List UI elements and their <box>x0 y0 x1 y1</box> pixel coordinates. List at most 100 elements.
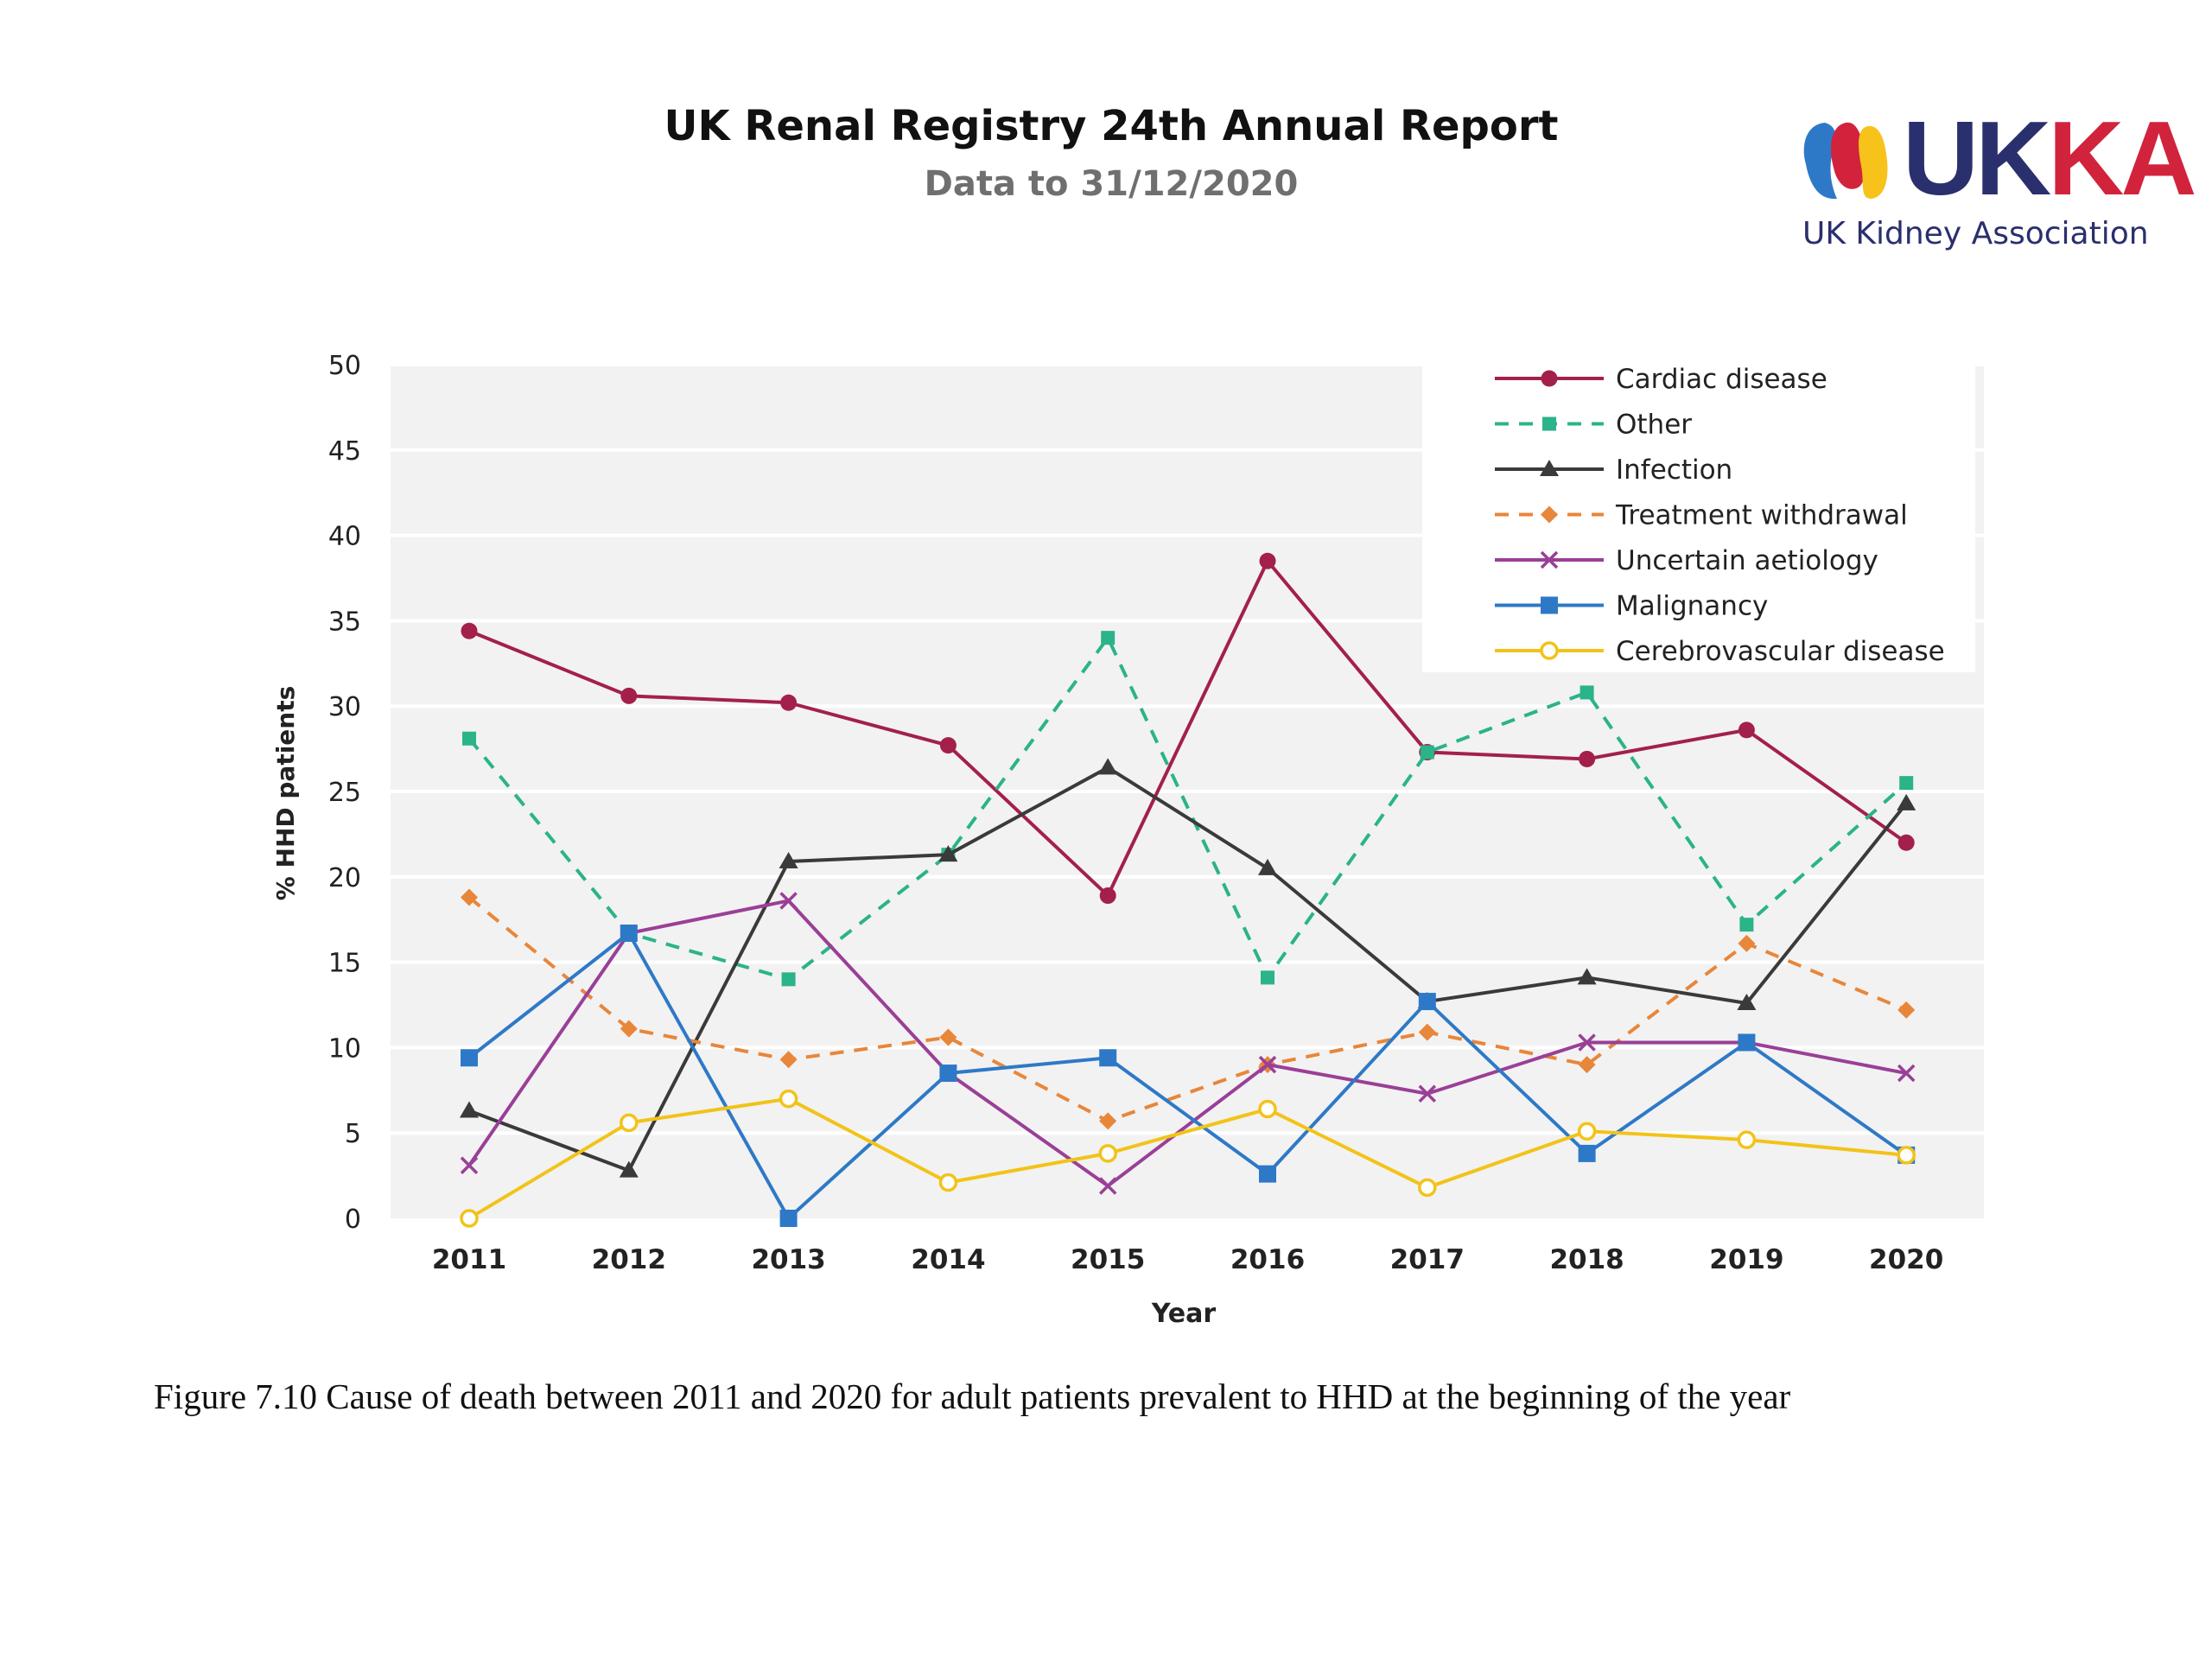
data-point <box>1738 1033 1756 1052</box>
legend-item-other: Other <box>1495 410 1692 441</box>
logo-text-accent: KA <box>2048 99 2196 217</box>
data-point <box>1418 993 1436 1011</box>
data-point <box>461 1049 478 1067</box>
data-point <box>1577 1122 1597 1141</box>
legend-item-infection: Infection <box>1495 454 1732 486</box>
data-point <box>779 1051 798 1069</box>
x-tick-label: 2016 <box>1230 1244 1305 1275</box>
x-axis-label: Year <box>1151 1299 1217 1329</box>
data-point <box>1098 1177 1117 1195</box>
data-point <box>1259 552 1276 569</box>
legend-swatch-marker <box>1541 596 1558 614</box>
y-tick-label: 30 <box>328 692 361 722</box>
data-point <box>939 737 957 754</box>
x-marker-stroke <box>1258 1055 1277 1074</box>
legend-box <box>1422 356 1975 672</box>
data-point <box>1897 834 1915 851</box>
data-point <box>620 687 638 704</box>
data-point <box>1579 750 1596 767</box>
data-point <box>1418 1178 1437 1198</box>
x-tick-label: 2015 <box>1071 1244 1145 1275</box>
report-title: UK Renal Registry 24th Annual Report <box>664 102 1559 150</box>
series-line <box>467 1096 1907 1220</box>
x-marker-stroke <box>1418 1084 1437 1103</box>
data-point <box>779 852 798 869</box>
y-tick-label: 15 <box>328 949 361 979</box>
legend: Cardiac disease Other Infection Treatment w… <box>1422 356 1975 672</box>
data-point <box>781 972 796 987</box>
data-point <box>1418 1084 1437 1103</box>
data-point <box>460 1209 479 1228</box>
series-infection <box>460 758 1916 1178</box>
data-point <box>460 1156 479 1174</box>
data-point <box>1738 934 1756 952</box>
series-cerebrovascular-disease <box>460 1089 1916 1228</box>
line-chart: 0 5 10 15 20 25 30 35 40 45 50 2011 2012 2013 2014 2015… <box>271 351 1984 1329</box>
x-tick-label: 2017 <box>1390 1244 1465 1275</box>
legend-label: Cardiac disease <box>1616 364 1827 395</box>
data-point <box>1897 1146 1916 1165</box>
data-point <box>460 1101 479 1118</box>
legend-swatch-marker <box>1540 550 1559 569</box>
data-point <box>1420 745 1434 760</box>
data-point <box>1580 685 1594 700</box>
y-axis-label: % HHD patients <box>271 686 300 901</box>
data-point <box>1258 1099 1277 1119</box>
y-tick-label: 35 <box>328 607 361 637</box>
series-line <box>467 931 1908 1220</box>
data-point <box>619 1160 639 1178</box>
ukka-logo: UKKA UK Kidney Association <box>1799 105 2196 261</box>
data-point <box>1738 721 1755 739</box>
data-point <box>462 731 476 746</box>
y-tick-label: 40 <box>328 522 361 552</box>
data-point <box>779 892 798 910</box>
legend-item-treatment-withdrawal: Treatment withdrawal <box>1495 500 1908 531</box>
x-tick-label: 2020 <box>1869 1244 1943 1275</box>
data-point <box>1737 994 1757 1011</box>
legend-label: Other <box>1616 410 1692 441</box>
x-tick-label: 2018 <box>1549 1244 1624 1275</box>
data-point <box>1099 1049 1117 1067</box>
ukka-logo-mark-icon <box>1803 122 1888 200</box>
data-point <box>1578 1056 1596 1074</box>
logo-text-main: UK <box>1903 99 2051 217</box>
x-marker-stroke <box>460 1156 479 1174</box>
data-point <box>620 1113 639 1133</box>
data-point <box>1258 1055 1277 1074</box>
data-point <box>1258 858 1277 875</box>
x-marker-stroke <box>1578 1033 1596 1052</box>
data-point <box>1897 793 1916 810</box>
data-point <box>1099 887 1116 905</box>
logo-subtext: UK Kidney Association <box>1802 216 2149 251</box>
data-point <box>1577 968 1597 985</box>
series-line <box>468 559 1908 898</box>
y-tick-label: 10 <box>328 1033 361 1064</box>
legend-item-cardiac-disease: Cardiac disease <box>1495 364 1827 395</box>
y-tick-label: 0 <box>345 1205 361 1235</box>
legend-label: Uncertain aetiology <box>1616 545 1878 576</box>
legend-swatch-marker <box>1542 416 1556 431</box>
x-tick-label: 2011 <box>432 1244 506 1275</box>
legend-item-malignancy: Malignancy <box>1495 591 1768 622</box>
data-point <box>461 888 478 906</box>
x-tick-label: 2019 <box>1709 1244 1783 1275</box>
data-point <box>1737 1130 1757 1149</box>
series-line <box>467 899 1907 1188</box>
data-point <box>1259 1165 1276 1183</box>
series-line <box>467 636 1908 982</box>
legend-item-cerebrovascular-disease: Cerebrovascular disease <box>1495 636 1945 667</box>
y-tick-label: 20 <box>328 863 361 893</box>
legend-swatch-marker <box>1541 505 1558 524</box>
data-point <box>1899 776 1914 791</box>
data-point <box>1578 1144 1596 1162</box>
data-point <box>1098 1144 1117 1163</box>
report-subtitle: Data to 31/12/2020 <box>924 164 1299 204</box>
legend-item-uncertain-aetiology: Uncertain aetiology <box>1495 545 1878 576</box>
data-point <box>1897 1064 1916 1083</box>
y-tick-label: 5 <box>345 1119 361 1149</box>
data-point <box>1897 1001 1916 1019</box>
data-point <box>1098 758 1118 775</box>
legend-label: Infection <box>1616 454 1732 486</box>
data-point <box>780 694 798 711</box>
x-marker-stroke <box>779 892 798 910</box>
